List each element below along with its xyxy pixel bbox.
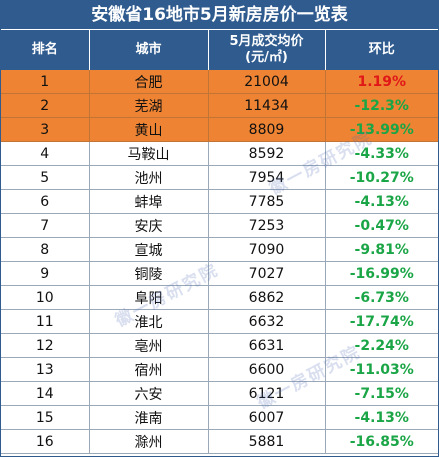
rank-cell: 13: [1, 357, 90, 382]
rank-cell: 1: [1, 70, 90, 94]
city-cell: 黄山: [89, 117, 209, 142]
table-header-row: 排名 城市 5月成交均价 (元/㎡) 环比: [1, 30, 438, 70]
city-cell: 滁州: [89, 429, 209, 454]
rank-cell: 15: [1, 405, 90, 430]
change-cell: 1.19%: [325, 70, 438, 94]
price-cell: 21004: [208, 70, 326, 94]
price-cell: 6121: [208, 381, 326, 406]
table-row: 5 池州 7954 -10.27%: [1, 165, 438, 190]
table-row: 16 滁州 5881 -16.85%: [1, 429, 438, 454]
change-cell: -2.24%: [325, 333, 438, 358]
price-cell: 11434: [208, 93, 326, 118]
city-cell: 六安: [89, 381, 209, 406]
change-cell: -4.33%: [325, 141, 438, 166]
price-cell: 5881: [208, 429, 326, 454]
price-cell: 6631: [208, 333, 326, 358]
table-row: 13 宿州 6600 -11.03%: [1, 357, 438, 382]
change-cell: -0.47%: [325, 213, 438, 238]
table-title: 安徽省16地市5月新房房价一览表: [1, 1, 438, 30]
table-row: 1 合肥 21004 1.19%: [1, 70, 438, 94]
change-cell: -16.99%: [325, 261, 438, 286]
change-cell: -13.99%: [325, 117, 438, 142]
table-row: 12 亳州 6631 -2.24%: [1, 333, 438, 358]
change-cell: -12.3%: [325, 93, 438, 118]
price-cell: 7954: [208, 165, 326, 190]
price-cell: 6600: [208, 357, 326, 382]
rank-cell: 11: [1, 309, 90, 334]
rank-cell: 12: [1, 333, 90, 358]
rank-cell: 7: [1, 213, 90, 238]
rank-cell: 14: [1, 381, 90, 406]
change-cell: -16.85%: [325, 429, 438, 454]
rank-cell: 3: [1, 117, 90, 142]
header-price: 5月成交均价 (元/㎡): [208, 30, 326, 70]
rank-cell: 10: [1, 285, 90, 310]
city-cell: 安庆: [89, 213, 209, 238]
city-cell: 亳州: [89, 333, 209, 358]
price-cell: 7027: [208, 261, 326, 286]
city-cell: 铜陵: [89, 261, 209, 286]
change-cell: -9.81%: [325, 237, 438, 262]
header-change: 环比: [325, 30, 438, 70]
price-cell: 6007: [208, 405, 326, 430]
table-body: 1 合肥 21004 1.19% 2 芜湖 11434 -12.3% 3 黄山 8809 -13.99…: [1, 70, 438, 454]
rank-cell: 8: [1, 237, 90, 262]
header-price-line1: 5月成交均价: [229, 34, 304, 49]
city-cell: 淮南: [89, 405, 209, 430]
city-cell: 蚌埠: [89, 189, 209, 214]
rank-cell: 16: [1, 429, 90, 454]
change-cell: -4.13%: [325, 189, 438, 214]
price-cell: 8809: [208, 117, 326, 142]
price-table: 排名 城市 5月成交均价 (元/㎡) 环比 1 合肥 21004 1.19% 2 芜湖 11…: [1, 30, 438, 454]
table-row: 3 黄山 8809 -13.99%: [1, 117, 438, 142]
rank-cell: 9: [1, 261, 90, 286]
change-cell: -17.74%: [325, 309, 438, 334]
city-cell: 宿州: [89, 357, 209, 382]
city-cell: 淮北: [89, 309, 209, 334]
table-row: 15 淮南 6007 -4.13%: [1, 405, 438, 430]
table-row: 2 芜湖 11434 -12.3%: [1, 93, 438, 118]
table-row: 8 宣城 7090 -9.81%: [1, 237, 438, 262]
table-row: 9 铜陵 7027 -16.99%: [1, 261, 438, 286]
price-cell: 8592: [208, 141, 326, 166]
price-cell: 7090: [208, 237, 326, 262]
price-cell: 6862: [208, 285, 326, 310]
table-row: 6 蚌埠 7785 -4.13%: [1, 189, 438, 214]
city-cell: 池州: [89, 165, 209, 190]
price-cell: 6632: [208, 309, 326, 334]
rank-cell: 5: [1, 165, 90, 190]
header-city: 城市: [89, 30, 209, 70]
header-price-line2: (元/㎡): [245, 50, 288, 65]
city-cell: 芜湖: [89, 93, 209, 118]
table-row: 10 阜阳 6862 -6.73%: [1, 285, 438, 310]
rank-cell: 6: [1, 189, 90, 214]
table-row: 14 六安 6121 -7.15%: [1, 381, 438, 406]
city-cell: 宣城: [89, 237, 209, 262]
table-row: 7 安庆 7253 -0.47%: [1, 213, 438, 238]
price-cell: 7253: [208, 213, 326, 238]
change-cell: -4.13%: [325, 405, 438, 430]
price-cell: 7785: [208, 189, 326, 214]
change-cell: -7.15%: [325, 381, 438, 406]
change-cell: -11.03%: [325, 357, 438, 382]
change-cell: -6.73%: [325, 285, 438, 310]
table-row: 4 马鞍山 8592 -4.33%: [1, 141, 438, 166]
city-cell: 马鞍山: [89, 141, 209, 166]
change-cell: -10.27%: [325, 165, 438, 190]
header-rank: 排名: [1, 30, 90, 70]
city-cell: 合肥: [89, 70, 209, 94]
table-row: 11 淮北 6632 -17.74%: [1, 309, 438, 334]
rank-cell: 4: [1, 141, 90, 166]
city-cell: 阜阳: [89, 285, 209, 310]
rank-cell: 2: [1, 93, 90, 118]
